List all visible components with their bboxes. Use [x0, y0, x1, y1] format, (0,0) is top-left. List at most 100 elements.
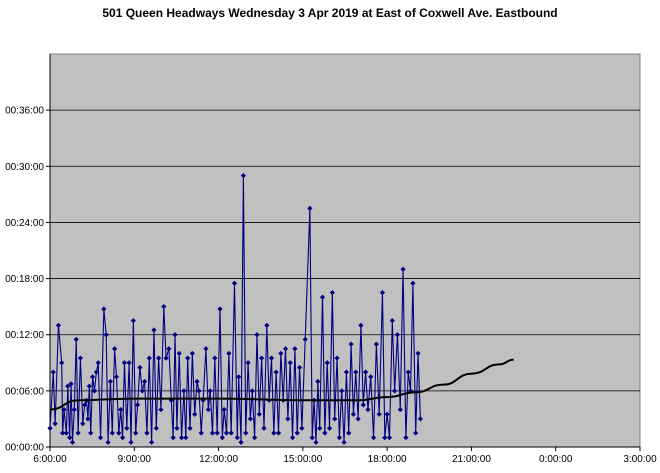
headway-data-point — [226, 350, 232, 357]
headway-data-point — [73, 336, 79, 342]
headway-data-point — [339, 388, 345, 394]
headway-data-point — [400, 266, 406, 272]
headway-data-point — [112, 346, 118, 352]
headway-data-point — [245, 360, 251, 366]
headway-data-point — [382, 435, 388, 441]
headway-data-point — [254, 332, 260, 338]
headway-data-point — [238, 439, 244, 445]
headway-data-point — [187, 425, 193, 431]
headway-data-point — [282, 346, 289, 352]
y-tick-label: 00:30:00 — [5, 162, 44, 173]
y-tick-label: 00:12:00 — [5, 330, 44, 341]
headway-data-point — [326, 425, 333, 431]
headway-data-point — [252, 435, 258, 441]
headway-data-point — [302, 336, 308, 342]
y-tick-label: 00:24:00 — [5, 218, 44, 229]
headway-data-point — [355, 416, 361, 422]
headway-data-point — [348, 341, 354, 347]
headway-data-point — [86, 383, 92, 389]
headway-data-point — [317, 425, 323, 431]
headway-data-point — [61, 406, 67, 413]
headway-data-point — [343, 369, 350, 375]
headway-data-point — [95, 360, 101, 366]
headway-data-point — [322, 430, 328, 436]
headway-data-point — [181, 388, 187, 394]
headway-data-point — [228, 430, 234, 436]
headway-data-point — [137, 364, 143, 371]
headway-data-point — [183, 435, 189, 441]
y-tick-label: 00:00:00 — [5, 443, 44, 454]
headway-data-point — [67, 435, 73, 441]
headway-data-point — [90, 374, 96, 380]
headway-data-point — [209, 430, 216, 436]
headway-data-point — [219, 435, 225, 441]
headway-data-point — [231, 280, 238, 286]
trend-line — [49, 358, 514, 411]
headway-data-point — [205, 406, 211, 413]
headway-data-point — [358, 322, 364, 328]
headway-data-point — [407, 388, 414, 394]
headway-data-point — [236, 374, 242, 380]
headway-data-point — [313, 439, 319, 445]
headway-data-point — [296, 364, 303, 371]
headway-data-point — [289, 435, 296, 441]
headway-data-point — [384, 411, 390, 417]
headway-data-point — [212, 355, 218, 361]
headway-data-point — [249, 388, 255, 394]
headway-data-point — [299, 425, 305, 431]
headway-data-point — [107, 378, 114, 385]
headway-data-point — [63, 430, 69, 436]
headway-data-point — [161, 304, 167, 310]
headway-data-point — [121, 360, 128, 366]
headway-data-point — [287, 360, 293, 366]
headway-data-point — [109, 430, 115, 436]
x-tick-label: 6:00:00 — [33, 454, 67, 465]
headway-data-point — [166, 346, 172, 352]
headway-data-point — [158, 406, 164, 413]
headway-data-point — [223, 430, 230, 436]
headway-data-point — [403, 435, 409, 441]
headway-data-point — [268, 355, 275, 361]
headway-data-point — [68, 381, 74, 387]
headway-data-point — [379, 290, 386, 296]
headway-data-point — [217, 306, 223, 312]
headway-data-point — [264, 322, 270, 328]
x-tick-label: 9:00:00 — [118, 454, 152, 465]
headway-data-point — [60, 430, 66, 436]
headway-data-point — [198, 430, 204, 436]
headway-data-point — [386, 435, 393, 441]
headway-data-point — [261, 425, 267, 431]
headway-data-point — [307, 205, 313, 211]
headway-data-point — [139, 388, 145, 394]
headway-data-point — [172, 332, 178, 338]
headway-data-point — [88, 430, 94, 436]
headway-data-point — [360, 402, 366, 408]
headway-data-point — [128, 439, 134, 445]
headway-data-point — [350, 411, 357, 417]
headway-data-point — [130, 318, 136, 324]
headway-data-point — [334, 355, 340, 361]
headway-data-point — [156, 355, 162, 361]
headway-data-point — [294, 430, 300, 436]
headway-data-point — [52, 421, 58, 427]
headway-data-point — [105, 439, 111, 445]
headway-data-point — [178, 435, 185, 441]
headway-data-point — [332, 416, 338, 422]
x-tick-label: 0:00:00 — [539, 454, 573, 465]
headway-data-point — [203, 346, 209, 352]
headway-data-point — [116, 430, 122, 436]
chart-title: 501 Queen Headways Wednesday 3 Apr 2019 … — [102, 6, 558, 20]
headway-data-point — [413, 430, 419, 436]
headway-data-point — [97, 435, 104, 441]
headway-data-point — [341, 439, 347, 445]
headway-data-point — [319, 294, 326, 300]
headway-data-point — [346, 430, 352, 436]
headway-data-point — [50, 369, 56, 375]
headway-data-point — [47, 425, 53, 431]
headway-data-point — [151, 327, 157, 333]
headway-data-point — [275, 430, 282, 436]
headway-data-point — [124, 425, 130, 431]
y-tick-label: 00:06:00 — [5, 386, 44, 397]
headway-data-point — [243, 430, 249, 436]
headway-data-point — [329, 290, 335, 296]
